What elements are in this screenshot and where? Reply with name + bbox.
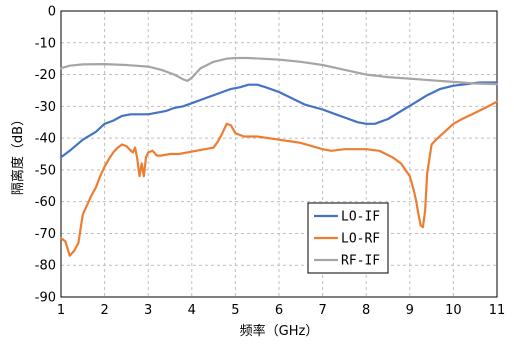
y-tick-label: 0 <box>48 5 56 20</box>
x-tick-label: 2 <box>100 303 108 318</box>
legend-label-rf-if: RF-IF <box>341 254 380 269</box>
x-axis-title: 频率（GHz） <box>240 323 319 339</box>
x-tick-label: 5 <box>231 303 239 318</box>
x-tick-label: 10 <box>445 303 462 318</box>
y-axis-title: 隔离度（dB） <box>10 113 26 195</box>
x-tick-label: 8 <box>362 303 370 318</box>
y-tick-label: -90 <box>35 291 56 306</box>
y-tick-label: -20 <box>35 68 56 83</box>
legend: LO-IF LO-RF RF-IF <box>307 202 389 274</box>
x-tick-label: 9 <box>406 303 414 318</box>
x-tick-label: 7 <box>318 303 326 318</box>
tick-labels: 1 2 3 4 5 6 7 8 9 10 11 0 -10 -20 -30 -40 -50 -60 -70 -80 -9… <box>35 5 506 319</box>
x-tick-label: 3 <box>144 303 152 318</box>
x-tick-label: 6 <box>275 303 283 318</box>
x-tick-label: 4 <box>188 303 196 318</box>
y-tick-label: -50 <box>35 163 56 178</box>
legend-label-lo-if: LO-IF <box>341 210 380 225</box>
y-tick-label: -70 <box>35 227 56 242</box>
legend-label-lo-rf: LO-RF <box>341 232 380 247</box>
x-tick-label: 1 <box>57 303 65 318</box>
series-line-lo-if <box>59 81 499 159</box>
series-lines <box>59 56 499 257</box>
grid <box>61 11 497 297</box>
series-line-rf-if <box>59 56 499 86</box>
x-tick-label: 11 <box>489 303 506 318</box>
y-tick-label: -30 <box>35 100 56 115</box>
y-tick-label: -80 <box>35 259 56 274</box>
series-line-lo-rf <box>59 100 499 257</box>
y-tick-label: -40 <box>35 132 56 147</box>
plot-area-frame <box>60 10 498 298</box>
y-tick-label: -10 <box>35 36 56 51</box>
y-tick-label: -60 <box>35 195 56 210</box>
